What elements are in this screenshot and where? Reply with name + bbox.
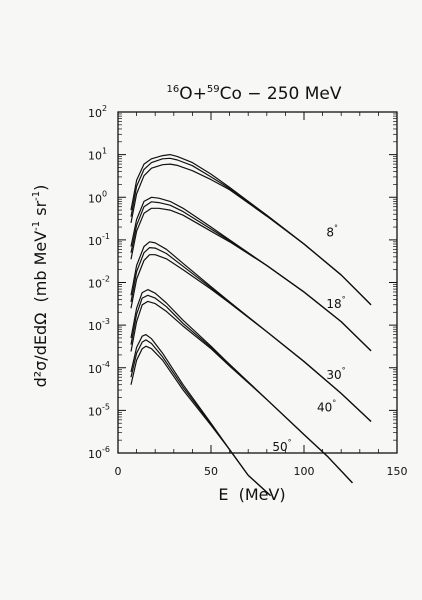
series-line-3-0 [130, 289, 353, 484]
x-tick-label: 100 [294, 465, 315, 478]
series-line-1-2 [130, 207, 372, 352]
x-axis-label: E (MeV) [218, 485, 285, 504]
y-tick-label: 102 [88, 104, 107, 120]
series-line-2-1 [130, 247, 372, 422]
plot-frame [117, 111, 398, 454]
y-tick-label: 100 [88, 189, 107, 205]
y-axis-label: d²σ/dEdΩ (mb MeV-1 sr-1) [31, 185, 50, 388]
angle-label: 40° [317, 398, 336, 414]
series-line-4-2 [130, 345, 271, 497]
angle-label: 8° [326, 223, 338, 239]
y-tick-label: 10-4 [88, 360, 110, 376]
x-tick-label: 50 [204, 465, 218, 478]
angle-label: 18° [326, 295, 345, 311]
series-line-2-2 [130, 254, 372, 422]
y-tick-label: 10-1 [88, 232, 110, 248]
series-line-4-1 [130, 339, 271, 497]
x-tick-label: 0 [115, 465, 122, 478]
y-tick-label: 101 [88, 147, 107, 163]
series-line-4-0 [130, 334, 271, 497]
angle-label: 50° [272, 438, 291, 454]
y-tick-label: 10-3 [88, 317, 110, 333]
series-line-0-2 [130, 163, 372, 306]
series-line-1-0 [130, 196, 372, 352]
y-tick-label: 10-6 [88, 445, 110, 461]
series-line-2-0 [130, 241, 372, 422]
series-line-3-1 [130, 294, 353, 484]
x-tick-label: 150 [387, 465, 408, 478]
chart-title: 16O+59Co − 250 MeV [166, 84, 341, 104]
angle-label: 30° [326, 366, 345, 382]
series-line-3-2 [130, 300, 353, 484]
y-tick-label: 10-2 [88, 275, 110, 291]
y-tick-label: 10-5 [88, 402, 110, 418]
